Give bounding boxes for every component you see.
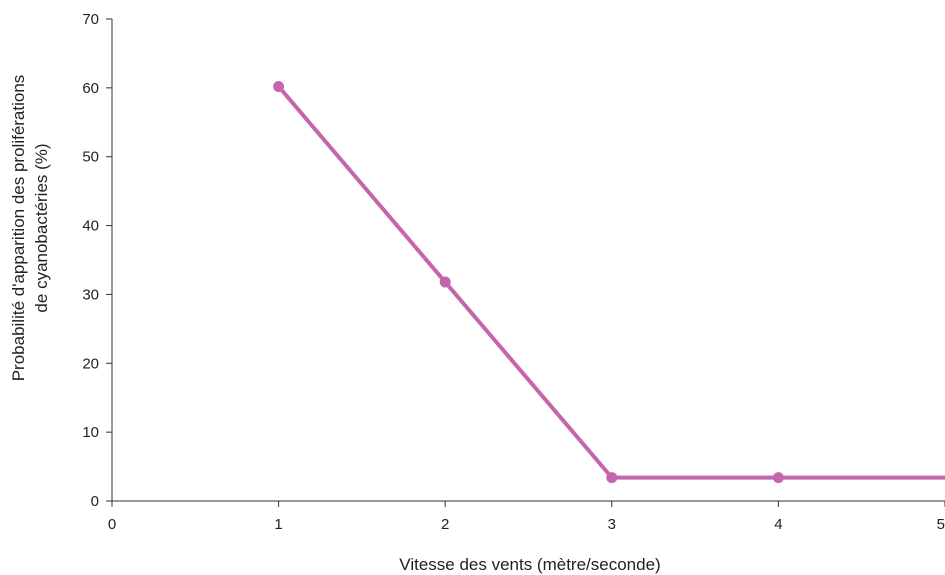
- x-tick-label: 3: [608, 516, 616, 533]
- y-tick-label: 70: [82, 11, 99, 28]
- y-axis-title-line-2: de cyanobactéries (%): [32, 143, 51, 312]
- y-tick-label: 0: [91, 493, 99, 510]
- y-tick-label: 10: [82, 424, 99, 441]
- svg-text:de cyanobactéries (%): de cyanobactéries (%): [32, 143, 51, 312]
- svg-text:Probabilité d'apparition des p: Probabilité d'apparition des proliférati…: [9, 75, 28, 382]
- y-tick-label: 30: [82, 286, 99, 303]
- y-axis: 0 10 20 30 40 50 60 70: [82, 11, 113, 510]
- y-tick-label: 40: [82, 218, 99, 235]
- data-point: [606, 472, 618, 484]
- x-tick-label: 4: [774, 516, 782, 533]
- y-axis-title: Probabilité d'apparition des proliférati…: [9, 75, 51, 382]
- y-tick-label: 50: [82, 149, 99, 166]
- y-tick-label: 60: [82, 80, 99, 97]
- x-tick-label: 5: [937, 516, 945, 533]
- data-point: [772, 472, 784, 484]
- plot-area: [273, 80, 945, 484]
- x-axis: 0 1 2 3 4 5: [108, 500, 945, 533]
- data-point: [439, 276, 451, 288]
- x-tick-label: 0: [108, 516, 116, 533]
- x-axis-title: Vitesse des vents (mètre/seconde): [399, 555, 660, 574]
- y-axis-title-line-1: Probabilité d'apparition des proliférati…: [9, 75, 28, 382]
- data-point: [273, 80, 285, 92]
- y-tick-label: 20: [82, 355, 99, 372]
- x-tick-label: 2: [441, 516, 449, 533]
- series-line: [277, 85, 945, 480]
- x-tick-label: 1: [274, 516, 282, 533]
